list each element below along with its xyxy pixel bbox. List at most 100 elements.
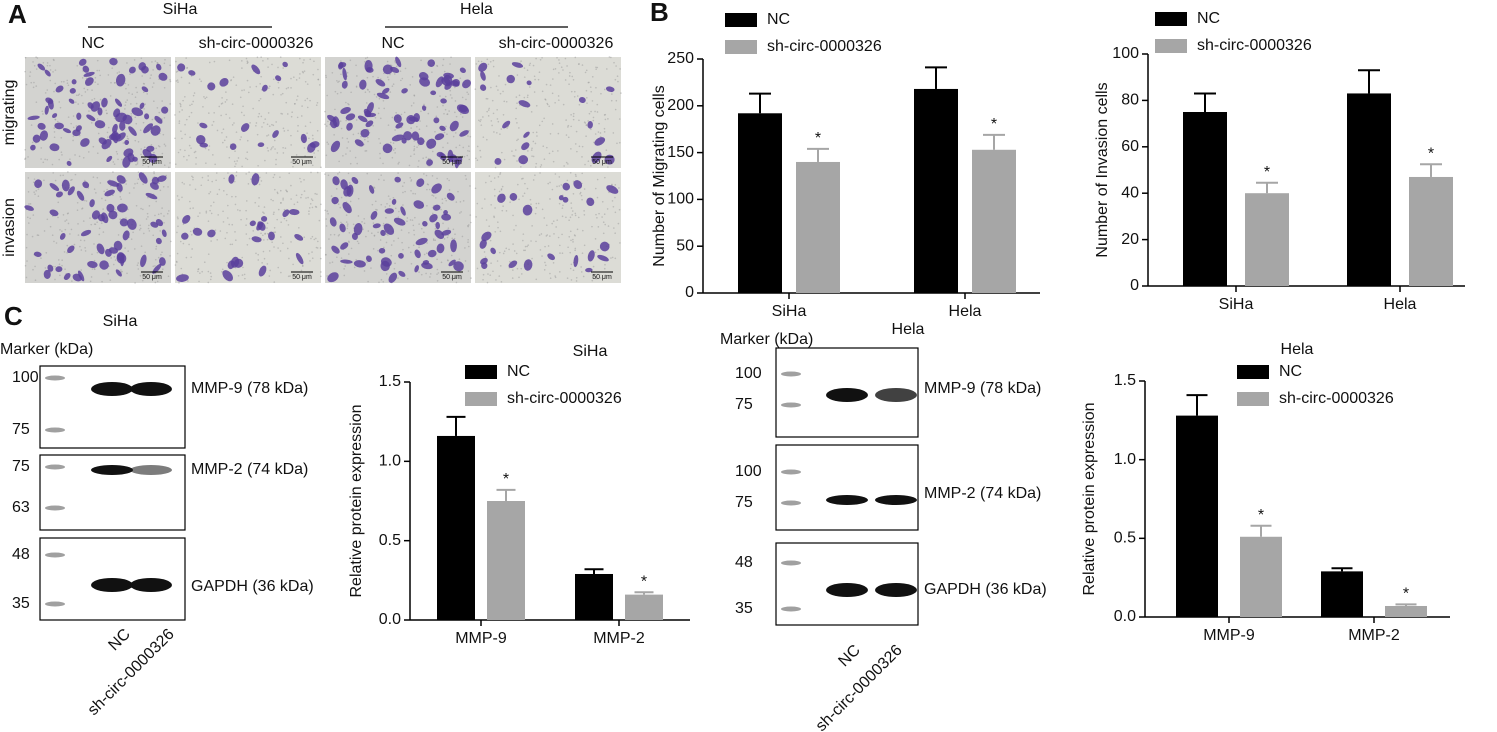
texture — [518, 276, 520, 279]
texture — [179, 105, 182, 108]
texture — [346, 147, 348, 149]
texture — [293, 76, 295, 79]
texture — [306, 97, 309, 100]
legend-label: NC — [1279, 363, 1302, 380]
y-tick-label: 60 — [1121, 138, 1139, 155]
texture — [594, 238, 597, 240]
texture — [97, 83, 99, 85]
ladder-band — [781, 560, 801, 566]
texture — [426, 183, 429, 185]
texture — [504, 83, 507, 86]
texture — [459, 77, 462, 80]
texture — [188, 154, 190, 157]
texture — [252, 230, 255, 232]
texture — [259, 176, 261, 179]
texture — [326, 275, 328, 277]
texture — [154, 258, 157, 261]
texture — [426, 242, 428, 244]
cell — [383, 223, 395, 235]
texture — [61, 259, 63, 261]
texture — [348, 253, 350, 255]
texture — [515, 224, 517, 227]
texture — [213, 60, 216, 63]
texture — [152, 69, 154, 71]
texture — [581, 145, 584, 148]
texture — [72, 115, 75, 117]
texture — [148, 230, 151, 232]
cell — [145, 192, 158, 200]
texture — [130, 238, 133, 240]
texture — [535, 207, 538, 209]
texture — [467, 224, 470, 226]
texture — [568, 235, 571, 238]
texture — [365, 102, 368, 104]
texture — [554, 276, 557, 279]
texture — [603, 213, 606, 216]
texture — [549, 198, 551, 200]
cell — [55, 85, 64, 93]
cell — [441, 213, 452, 221]
y-tick-label: 0.5 — [1114, 530, 1136, 547]
texture — [61, 154, 63, 156]
texture — [398, 210, 400, 213]
texture — [156, 62, 159, 64]
texture — [541, 255, 543, 257]
texture — [25, 276, 28, 279]
texture — [102, 208, 104, 210]
texture — [558, 59, 560, 61]
texture — [168, 166, 170, 169]
texture — [482, 116, 484, 118]
texture — [592, 265, 595, 268]
texture — [413, 145, 416, 148]
cell — [45, 97, 54, 104]
texture — [391, 116, 394, 119]
cell — [76, 190, 85, 201]
cell — [346, 122, 353, 131]
texture — [247, 91, 250, 94]
texture — [363, 218, 365, 220]
texture — [37, 188, 40, 190]
cell — [116, 203, 128, 213]
cell — [77, 270, 85, 282]
texture — [124, 247, 126, 249]
texture — [163, 221, 165, 224]
texture — [255, 85, 258, 88]
texture — [569, 230, 572, 233]
cell — [518, 155, 529, 165]
texture — [347, 141, 350, 143]
cell — [359, 79, 367, 90]
cell — [138, 62, 147, 71]
cell — [104, 189, 115, 197]
texture — [551, 92, 554, 95]
texture — [596, 196, 599, 199]
texture — [336, 79, 338, 82]
texture — [581, 252, 584, 254]
texture — [188, 144, 191, 147]
texture — [616, 75, 619, 78]
cell — [144, 113, 150, 120]
texture — [561, 207, 564, 209]
texture — [72, 135, 75, 138]
texture — [469, 221, 472, 224]
texture — [387, 78, 390, 81]
texture — [418, 246, 420, 249]
texture — [447, 227, 450, 229]
cell — [419, 77, 431, 87]
texture — [454, 233, 456, 236]
texture — [614, 211, 617, 214]
texture — [543, 217, 546, 219]
texture — [490, 262, 492, 264]
texture — [211, 124, 214, 126]
cell — [479, 239, 487, 249]
texture — [242, 105, 244, 108]
texture — [429, 273, 432, 275]
texture — [595, 213, 597, 216]
texture — [377, 76, 379, 79]
texture — [273, 139, 276, 142]
texture — [294, 162, 296, 165]
texture — [32, 214, 35, 216]
texture — [210, 240, 212, 242]
cell — [452, 78, 460, 87]
texture — [413, 149, 415, 152]
blot — [775, 444, 919, 531]
